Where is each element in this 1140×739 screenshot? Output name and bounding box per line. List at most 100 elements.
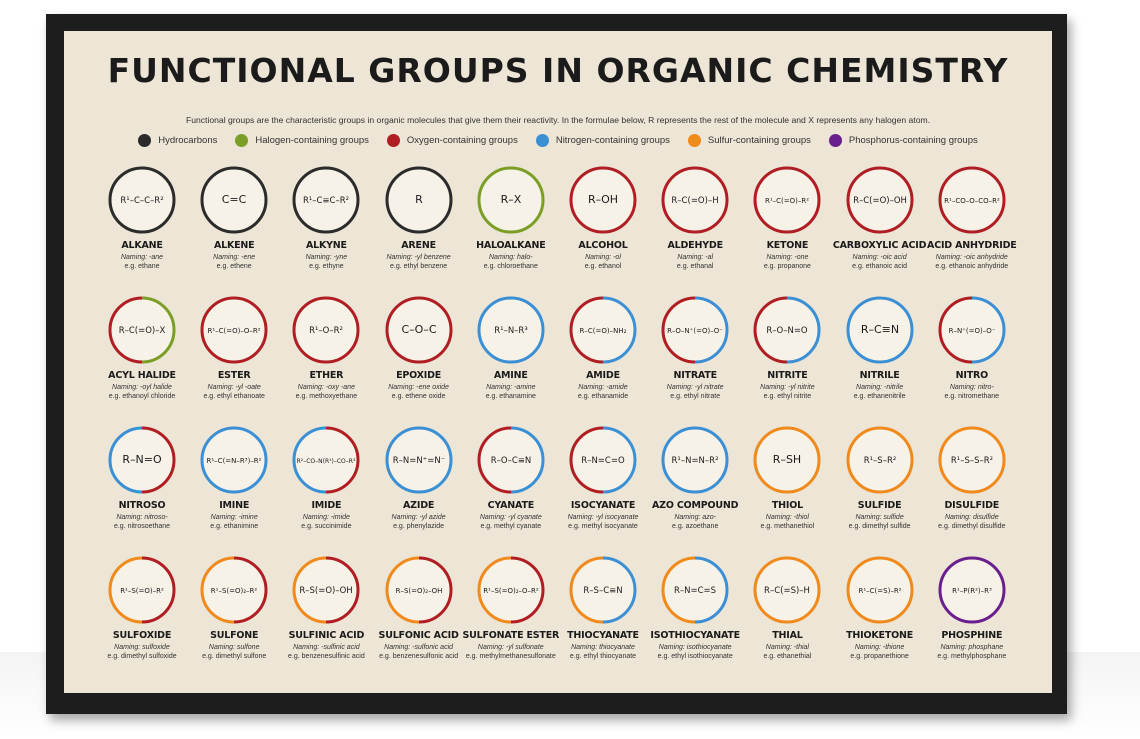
group-ring: R–O–C≡N <box>476 425 546 495</box>
group-ring: R¹–C(=O)–R² <box>752 165 822 235</box>
group-example: e.g. ethanol <box>584 263 622 270</box>
group-ring: R–N=C=O <box>568 425 638 495</box>
group-card: R²–CO–N(R¹)–CO–R³ IMIDE Naming: -imide e.g.… <box>280 425 372 553</box>
group-ring: R–N=N⁺=N⁻ <box>384 425 454 495</box>
ring-fill <box>663 428 728 492</box>
group-name: IMIDE <box>311 500 342 511</box>
legend-label: Hydrocarbons <box>158 135 218 146</box>
group-name: AMIDE <box>586 370 620 381</box>
group-card: R–N=N⁺=N⁻ AZIDE Naming: -yl azide e.g. phen… <box>373 425 465 553</box>
ring-stroke-right <box>141 296 176 364</box>
group-name: AZIDE <box>403 500 435 511</box>
group-card: R¹–N=N–R² AZO COMPOUND Naming: azo-e.g. az… <box>649 425 741 553</box>
legend-item-halogen: Halogen-containing groups <box>235 134 369 147</box>
group-example: e.g. azoethane <box>672 523 719 530</box>
ring-fill <box>202 558 267 622</box>
group-naming: Naming: -yl benzene <box>386 254 451 261</box>
ring-fill <box>110 428 174 492</box>
group-name: ETHER <box>309 370 344 381</box>
group-name: SULFINIC ACID <box>288 630 365 641</box>
ring-fill <box>386 298 451 362</box>
group-example: e.g. propanethione <box>850 653 909 660</box>
ring-fill <box>847 168 912 232</box>
group-structure-icon: R–S–C≡N <box>569 556 637 624</box>
group-card: R ARENE Naming: -yl benzene e.g. ethyl benz… <box>373 165 465 293</box>
group-example: e.g. ethanoic anhydride <box>935 263 1009 270</box>
group-ring: R¹–O–R² <box>291 295 361 365</box>
group-name: ALCOHOL <box>578 240 628 251</box>
group-example: e.g. methyl isocyanate <box>568 523 638 530</box>
group-ring: R–C≡N <box>845 295 915 365</box>
structural-formula: R–O–N⁺(=O)–O⁻ <box>667 327 723 335</box>
group-naming: Naming: -thione <box>854 644 905 651</box>
group-naming: Naming: -oic acid <box>852 254 907 261</box>
structural-formula: R–OH <box>588 193 618 206</box>
group-naming: Naming: -yl sulfonate <box>477 644 544 651</box>
group-card: R¹–S–S–R² DISULFIDE Naming: disulfide e.g. … <box>926 425 1018 553</box>
ring-stroke-right <box>602 296 637 364</box>
ring-fill <box>847 428 912 492</box>
group-naming: Naming: -ene oxide <box>388 384 449 391</box>
group-example: e.g. ethyl thiocyanate <box>569 653 637 660</box>
ring-fill <box>939 298 1004 362</box>
group-ring: R–N=C=S <box>660 555 730 625</box>
ring-fill <box>110 298 174 362</box>
group-example: e.g. nitrosoethane <box>113 523 171 530</box>
group-name: ALKENE <box>213 240 255 251</box>
group-naming: Naming: -sulfinic acid <box>293 644 360 651</box>
ring-fill <box>386 428 451 492</box>
group-structure-icon: R¹–C(=S)–R² <box>846 556 914 624</box>
group-name: ARENE <box>401 240 436 251</box>
group-structure-icon: R¹–S(=O)₂–R² <box>200 556 268 624</box>
group-ring: R¹–S–R² <box>845 425 915 495</box>
group-naming: Naming: halo- <box>489 254 533 261</box>
group-structure-icon: R–C(=O)–X <box>108 296 176 364</box>
ring-fill <box>571 428 635 492</box>
ring-stroke-right <box>787 296 821 364</box>
legend-item-hydrocarbons: Hydrocarbons <box>138 134 217 147</box>
group-naming: Naming: -al <box>677 254 714 261</box>
group-ring: R¹–C≡C–R² <box>291 165 361 235</box>
structural-formula: R–N⁺(=O)–O⁻ <box>948 327 995 335</box>
ring-stroke-left <box>108 296 143 364</box>
ring-stroke-left <box>569 426 604 494</box>
group-naming: Naming: sulfide <box>855 514 904 521</box>
group-card: R¹–S(=O)₂–O–R² SULFONATE ESTER Naming: -yl… <box>462 555 559 683</box>
structural-formula: R¹–C≡C–R² <box>303 196 349 206</box>
group-ring: R–OH <box>568 165 638 235</box>
group-structure-icon: C–O–C <box>385 296 453 364</box>
ring-fill <box>202 428 267 492</box>
structural-formula: R–N=N⁺=N⁻ <box>392 456 444 466</box>
group-structure-icon: R¹–C–C–R² <box>108 166 176 234</box>
group-structure-icon: R–OH <box>569 166 637 234</box>
group-name: SULFONIC ACID <box>378 630 459 641</box>
group-ring: R–C(=O)–H <box>660 165 730 235</box>
ring-stroke <box>569 166 637 234</box>
group-naming: Naming: -imine <box>210 514 258 521</box>
group-ring: R <box>384 165 454 235</box>
group-name: ACYL HALIDE <box>108 370 176 381</box>
structural-formula: R–C(=O)–H <box>672 196 719 206</box>
group-structure-icon: R¹–C(=O)–O–R² <box>200 296 268 364</box>
structural-formula: R–S–C≡N <box>583 586 622 596</box>
ring-stroke <box>385 166 453 234</box>
structural-formula: R–C(=O)–NH₂ <box>580 327 627 335</box>
ring-stroke-right <box>326 426 360 494</box>
ring-stroke <box>661 426 729 494</box>
structural-formula: R–X <box>500 193 521 206</box>
group-example: e.g. benzenesulfinic acid <box>288 653 365 660</box>
group-structure-icon: R–N⁺(=O)–O⁻ <box>938 296 1006 364</box>
ring-stroke-left <box>200 556 235 624</box>
ring-fill <box>478 298 543 362</box>
group-card: R¹–C(=O)–O–R² ESTER Naming: -yl -oate e.g. … <box>188 295 280 423</box>
group-naming: Naming: phosphane <box>940 644 1004 651</box>
ring-stroke <box>846 556 914 624</box>
ring-stroke-right <box>695 296 729 364</box>
group-example: e.g. ethanethial <box>763 653 812 660</box>
group-ring: R–S(=O)–OH <box>291 555 361 625</box>
group-card: R¹–C–C–R² ALKANE Naming: -ane e.g. ethane <box>96 165 188 293</box>
group-card: R–X HALOALKANE Naming: halo-e.g. chloroeth… <box>465 165 557 293</box>
group-ring: C=C <box>199 165 269 235</box>
group-card: R¹–O–R² ETHER Naming: -oxy -ane e.g. methox… <box>280 295 372 423</box>
structural-formula: R²–CO–N(R¹)–CO–R³ <box>297 458 356 465</box>
